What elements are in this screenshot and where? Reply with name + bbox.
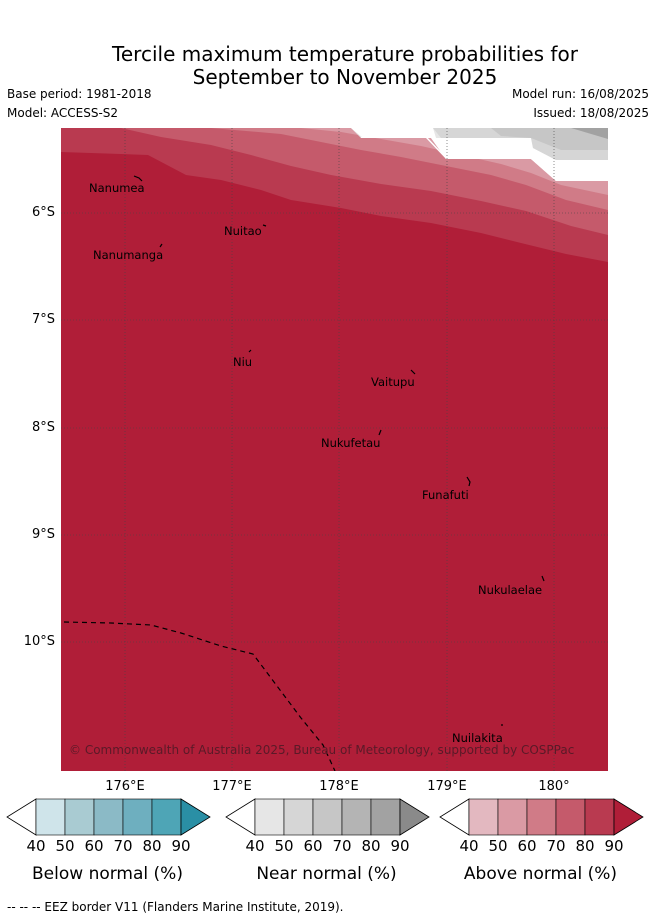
- colorbar-tick-label: 40: [245, 837, 265, 855]
- island-label-nukulaelae: Nukulaelae: [478, 583, 543, 597]
- colorbar-tick-label: 40: [459, 837, 479, 855]
- island-label-niu: Niu: [233, 355, 253, 369]
- lat-label-8s: 8°S: [31, 420, 55, 435]
- colorbar-segment: [468, 798, 499, 836]
- model-run: Model run: 16/08/2025: [511, 87, 649, 101]
- colorbar-low-arrow: [439, 798, 470, 836]
- island-marks: [133, 175, 545, 726]
- issued-date: Issued: 18/08/2025: [533, 106, 649, 120]
- colorbar-high-arrow: [180, 798, 211, 836]
- colorbar-low-arrow: [225, 798, 256, 836]
- lon-label-180: 180°: [538, 779, 570, 794]
- island-label-vaitupu: Vaitupu: [371, 375, 415, 389]
- colorbar-segment: [283, 798, 314, 836]
- colorbar-tick-label: 40: [26, 837, 46, 855]
- colorbar-tick-label: 50: [55, 837, 75, 855]
- colorbar-tick-label: 90: [171, 837, 191, 855]
- colorbar-above-normal: [439, 798, 644, 836]
- colorbar-segment: [341, 798, 372, 836]
- copyright-notice: © Commonwealth of Australia 2025, Bureau…: [69, 743, 575, 757]
- lon-label-176e: 176°E: [105, 779, 145, 794]
- colorbar-segment: [64, 798, 95, 836]
- colorbar-segment: [151, 798, 182, 836]
- near-80: [571, 128, 608, 139]
- island-label-nanumanga: Nanumanga: [93, 248, 164, 262]
- colorbar-tick-label: 60: [303, 837, 323, 855]
- colorbar-segment: [122, 798, 153, 836]
- lon-label-178e: 178°E: [319, 779, 359, 794]
- colorbar-high-arrow: [399, 798, 430, 836]
- title-line-2: September to November 2025: [192, 65, 498, 89]
- title-line-1: Tercile maximum temperature probabilitie…: [112, 42, 578, 66]
- colorbar-tick-label: 60: [84, 837, 104, 855]
- island-label-funafuti: Funafuti: [422, 488, 469, 502]
- colorbar-tick-label: 60: [517, 837, 537, 855]
- colorbar-segment: [584, 798, 615, 836]
- island-label-nuitao: Nuitao: [224, 224, 262, 238]
- lat-label-7s: 7°S: [31, 312, 55, 327]
- colorbar-tick-label: 80: [361, 837, 381, 855]
- colorbars: [6, 798, 644, 836]
- colorbar-segment: [35, 798, 66, 836]
- colorbar-tick-label: 90: [604, 837, 624, 855]
- lon-label-179e: 179°E: [427, 779, 467, 794]
- colorbar-below-normal: [6, 798, 211, 836]
- lat-label-6s: 6°S: [31, 205, 55, 220]
- colorbar-segment: [497, 798, 528, 836]
- graticule: [61, 128, 608, 771]
- colorbar-high-arrow: [613, 798, 644, 836]
- colorbar-tick-label: 70: [546, 837, 566, 855]
- island-label-nuilakita: Nuilakita: [452, 731, 503, 745]
- colorbar-title-near: Near normal (%): [256, 864, 397, 884]
- base-period: Base period: 1981-2018: [7, 87, 152, 101]
- colorbar-tick-label: 80: [575, 837, 595, 855]
- colorbar-segment: [526, 798, 557, 836]
- colorbar-near-normal: [225, 798, 430, 836]
- near-70: [491, 128, 608, 150]
- colorbar-tick-label: 80: [142, 837, 162, 855]
- lat-label-10s: 10°S: [23, 634, 55, 649]
- colorbar-tick-label: 50: [274, 837, 294, 855]
- white-patch-1: [361, 137, 608, 181]
- colorbar-tick-label: 70: [113, 837, 133, 855]
- colorbar-segment: [555, 798, 586, 836]
- colorbar-tick-label: 70: [332, 837, 352, 855]
- colorbar-segment: [370, 798, 401, 836]
- eez-border: [63, 621, 336, 771]
- eez-footer-note: -- -- -- EEZ border V11 (Flanders Marine…: [7, 900, 344, 914]
- colorbar-segment: [254, 798, 285, 836]
- model-name: Model: ACCESS-S2: [7, 106, 119, 120]
- colorbar-tick-label: 50: [488, 837, 508, 855]
- island-label-nukufetau: Nukufetau: [321, 436, 381, 450]
- island-label-nanumea: Nanumea: [89, 181, 145, 195]
- colorbar-title-below: Below normal (%): [32, 864, 183, 884]
- colorbar-low-arrow: [6, 798, 37, 836]
- lon-label-177e: 177°E: [212, 779, 252, 794]
- lat-label-9s: 9°S: [31, 527, 55, 542]
- colorbar-segment: [312, 798, 343, 836]
- probability-map: [61, 128, 608, 771]
- colorbar-segment: [93, 798, 124, 836]
- colorbar-tick-label: 90: [390, 837, 410, 855]
- colorbar-title-above: Above normal (%): [463, 864, 618, 884]
